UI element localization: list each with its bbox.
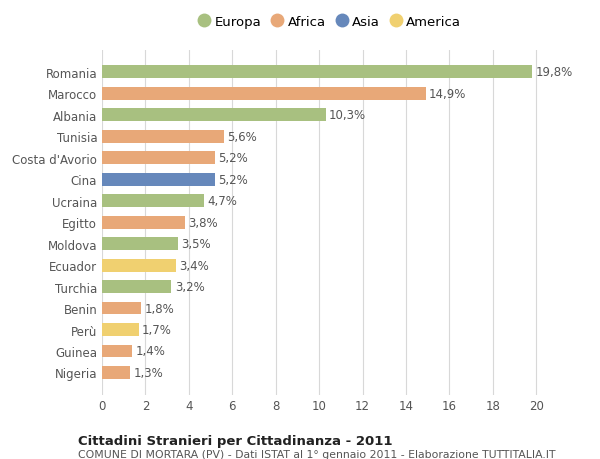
Bar <box>102 345 133 358</box>
Bar <box>102 88 425 101</box>
Text: 1,7%: 1,7% <box>142 323 172 336</box>
Text: 3,5%: 3,5% <box>181 238 211 251</box>
Bar <box>102 174 215 186</box>
Text: 3,2%: 3,2% <box>175 280 205 293</box>
Bar <box>102 366 130 379</box>
Bar <box>102 130 224 143</box>
Bar <box>102 109 326 122</box>
Legend: Europa, Africa, Asia, America: Europa, Africa, Asia, America <box>199 16 461 29</box>
Text: 1,3%: 1,3% <box>133 366 163 379</box>
Text: COMUNE DI MORTARA (PV) - Dati ISTAT al 1° gennaio 2011 - Elaborazione TUTTITALIA: COMUNE DI MORTARA (PV) - Dati ISTAT al 1… <box>78 449 556 459</box>
Text: 5,2%: 5,2% <box>218 152 248 165</box>
Bar <box>102 323 139 336</box>
Text: 10,3%: 10,3% <box>329 109 366 122</box>
Text: 4,7%: 4,7% <box>208 195 237 207</box>
Bar <box>102 216 185 229</box>
Text: 5,6%: 5,6% <box>227 130 257 143</box>
Bar <box>102 195 204 207</box>
Bar <box>102 66 532 79</box>
Text: 14,9%: 14,9% <box>429 88 466 101</box>
Bar <box>102 238 178 251</box>
Text: 19,8%: 19,8% <box>535 66 572 79</box>
Bar <box>102 302 141 315</box>
Bar <box>102 152 215 165</box>
Text: 5,2%: 5,2% <box>218 173 248 186</box>
Text: 1,8%: 1,8% <box>145 302 174 315</box>
Bar <box>102 259 176 272</box>
Bar <box>102 280 172 293</box>
Text: 1,4%: 1,4% <box>136 345 166 358</box>
Text: 3,4%: 3,4% <box>179 259 209 272</box>
Text: 3,8%: 3,8% <box>188 216 217 229</box>
Text: Cittadini Stranieri per Cittadinanza - 2011: Cittadini Stranieri per Cittadinanza - 2… <box>78 434 392 447</box>
